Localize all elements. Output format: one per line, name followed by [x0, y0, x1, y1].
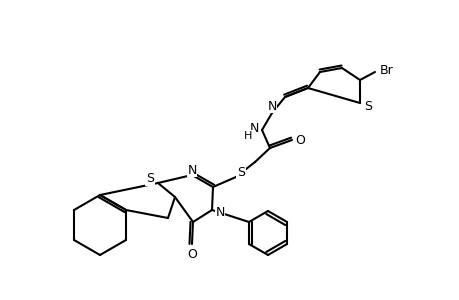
- Text: S: S: [363, 100, 371, 112]
- Text: N: N: [215, 206, 224, 218]
- Text: S: S: [236, 166, 245, 178]
- Text: H: H: [243, 131, 252, 141]
- Text: Br: Br: [379, 64, 393, 76]
- Text: O: O: [187, 248, 196, 260]
- Text: S: S: [146, 172, 154, 185]
- Text: N: N: [249, 122, 258, 134]
- Text: O: O: [294, 134, 304, 146]
- Text: N: N: [187, 164, 196, 176]
- Text: N: N: [267, 100, 276, 112]
